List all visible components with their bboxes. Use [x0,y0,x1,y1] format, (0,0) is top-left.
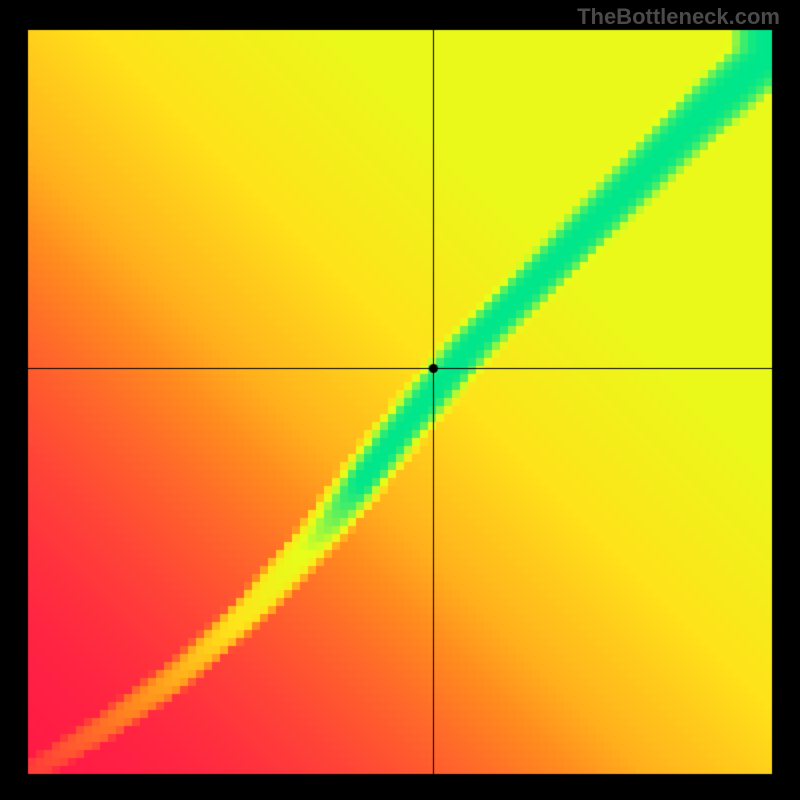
heatmap-canvas [0,0,800,800]
watermark-text: TheBottleneck.com [577,4,780,30]
chart-container: TheBottleneck.com [0,0,800,800]
